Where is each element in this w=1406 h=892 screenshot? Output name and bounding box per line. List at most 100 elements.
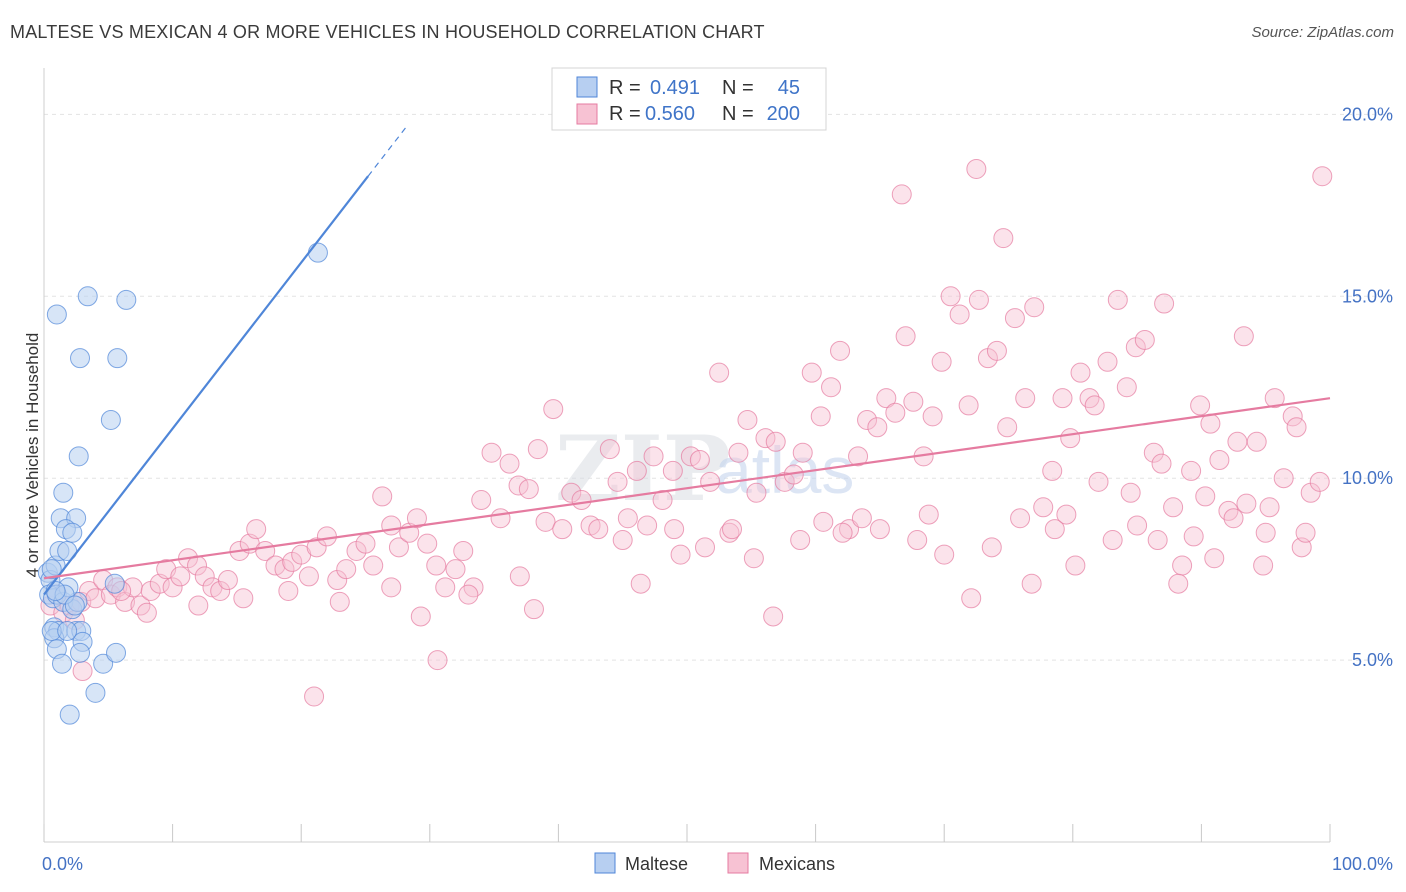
mexicans-point-67 bbox=[607, 471, 628, 492]
mexicans-point-66 bbox=[599, 439, 620, 460]
mexicans-trend-line bbox=[43, 397, 1331, 580]
mexicans-point-154 bbox=[1183, 526, 1204, 547]
legend-swatch-maltese bbox=[576, 76, 598, 98]
mexicans-point-68 bbox=[617, 508, 638, 529]
mexicans-point-42 bbox=[381, 515, 402, 536]
mexicans-point-176 bbox=[1195, 486, 1216, 507]
watermark: ZIP atlas bbox=[555, 416, 854, 522]
mexicans-point-184 bbox=[813, 511, 834, 532]
bottom-legend-swatch-mexicans bbox=[727, 852, 749, 874]
mexicans-point-59 bbox=[535, 511, 556, 532]
mexicans-point-40 bbox=[363, 555, 384, 576]
mexicans-point-96 bbox=[876, 388, 897, 409]
mexicans-point-63 bbox=[571, 490, 592, 511]
mexicans-point-143 bbox=[1309, 471, 1330, 492]
mexicans-point-127 bbox=[1163, 497, 1184, 518]
mexicans-point-45 bbox=[406, 508, 427, 529]
mexicans-point-21 bbox=[194, 566, 215, 587]
mexicans-point-170 bbox=[981, 537, 1002, 558]
maltese-point-29 bbox=[62, 522, 83, 543]
mexicans-point-92 bbox=[839, 519, 860, 540]
mexicans-point-104 bbox=[949, 304, 970, 325]
chart-title: MALTESE VS MEXICAN 4 OR MORE VEHICLES IN… bbox=[10, 22, 765, 42]
mexicans-point-23 bbox=[210, 580, 231, 601]
mexicans-point-183 bbox=[743, 548, 764, 569]
mexicans-point-126 bbox=[1154, 293, 1175, 314]
mexicans-point-102 bbox=[931, 351, 952, 372]
grid-lines bbox=[44, 113, 1390, 661]
mexicans-point-84 bbox=[765, 431, 786, 452]
mexicans-point-93 bbox=[848, 446, 869, 467]
mexicans-point-35 bbox=[316, 526, 337, 547]
mexicans-point-158 bbox=[763, 606, 784, 627]
legend-r-label-1: R = bbox=[609, 77, 641, 99]
maltese-trend-line bbox=[43, 175, 369, 596]
mexicans-point-187 bbox=[1010, 508, 1031, 529]
mexicans-point-198 bbox=[458, 584, 479, 605]
mexicans-point-71 bbox=[643, 446, 664, 467]
mexicans-point-105 bbox=[958, 395, 979, 416]
mexicans-point-193 bbox=[188, 595, 209, 616]
mexicans-point-99 bbox=[903, 391, 924, 412]
maltese-point-44 bbox=[57, 620, 78, 641]
mexicans-point-109 bbox=[997, 417, 1018, 438]
legend-n-value-2: 200 bbox=[767, 103, 800, 125]
mexicans-point-116 bbox=[1060, 428, 1081, 449]
mexicans-point-151 bbox=[1286, 417, 1307, 438]
mexicans-point-169 bbox=[934, 544, 955, 565]
mexicans-point-166 bbox=[832, 522, 853, 543]
mexicans-point-180 bbox=[612, 530, 633, 551]
mexicans-point-149 bbox=[1151, 453, 1172, 474]
mexicans-point-159 bbox=[427, 650, 448, 671]
mexicans-point-118 bbox=[1079, 388, 1100, 409]
y-tick-label-1: 10.0% bbox=[1342, 468, 1393, 488]
mexicans-point-24 bbox=[217, 570, 238, 591]
bottom-legend-label-mexicans: Mexicans bbox=[759, 854, 835, 874]
mexicans-point-17 bbox=[162, 577, 183, 598]
mexicans-point-18 bbox=[170, 566, 191, 587]
mexicans-point-87 bbox=[792, 442, 813, 463]
mexicans-point-135 bbox=[1236, 493, 1257, 514]
y-axis-label: 4 or more Vehicles in Household bbox=[23, 333, 42, 578]
maltese-point-31 bbox=[68, 446, 89, 467]
legend-box bbox=[551, 67, 827, 131]
mexicans-point-136 bbox=[1246, 431, 1267, 452]
mexicans-point-153 bbox=[1127, 515, 1148, 536]
mexicans-point-47 bbox=[426, 555, 447, 576]
mexicans-point-48 bbox=[435, 577, 456, 598]
mexicans-point-65 bbox=[588, 519, 609, 540]
mexicans-point-134 bbox=[1227, 431, 1248, 452]
mexicans-point-37 bbox=[336, 559, 357, 580]
mexicans-point-56 bbox=[508, 475, 529, 496]
trend-lines bbox=[43, 124, 1331, 596]
mexicans-point-83 bbox=[755, 428, 776, 449]
mexicans-point-69 bbox=[626, 460, 647, 481]
mexicans-point-121 bbox=[1107, 289, 1128, 310]
mexicans-point-168 bbox=[907, 530, 928, 551]
maltese-point-36 bbox=[77, 286, 98, 307]
maltese-point-20 bbox=[52, 653, 73, 674]
maltese-point-35 bbox=[46, 304, 67, 325]
mexicans-point-131 bbox=[1200, 413, 1221, 434]
mexicans-point-51 bbox=[463, 577, 484, 598]
mexicans-point-156 bbox=[1253, 555, 1274, 576]
mexicans-point-140 bbox=[1282, 406, 1303, 427]
mexicans-point-55 bbox=[499, 453, 520, 474]
mexicans-point-161 bbox=[410, 606, 431, 627]
mexicans-point-119 bbox=[1088, 471, 1109, 492]
mexicans-point-125 bbox=[1143, 442, 1164, 463]
mexicans-point-30 bbox=[274, 559, 295, 580]
mexicans-point-172 bbox=[1065, 555, 1086, 576]
legend-r-label-2: R = bbox=[609, 103, 641, 125]
maltese-point-42 bbox=[64, 595, 85, 616]
mexicans-point-132 bbox=[1209, 450, 1230, 470]
mexicans-point-115 bbox=[1052, 388, 1073, 409]
mexicans-point-97 bbox=[885, 402, 906, 423]
mexicans-point-190 bbox=[72, 661, 93, 682]
y-tick-labels: 5.0% 10.0% 15.0% 20.0% bbox=[1342, 104, 1393, 670]
x-tick-label-max: 100.0% bbox=[1332, 854, 1393, 874]
maltese-point-30 bbox=[53, 482, 74, 503]
maltese-point-39 bbox=[104, 573, 125, 594]
bottom-legend-label-maltese: Maltese bbox=[625, 854, 688, 874]
mexicans-point-139 bbox=[1273, 468, 1294, 489]
